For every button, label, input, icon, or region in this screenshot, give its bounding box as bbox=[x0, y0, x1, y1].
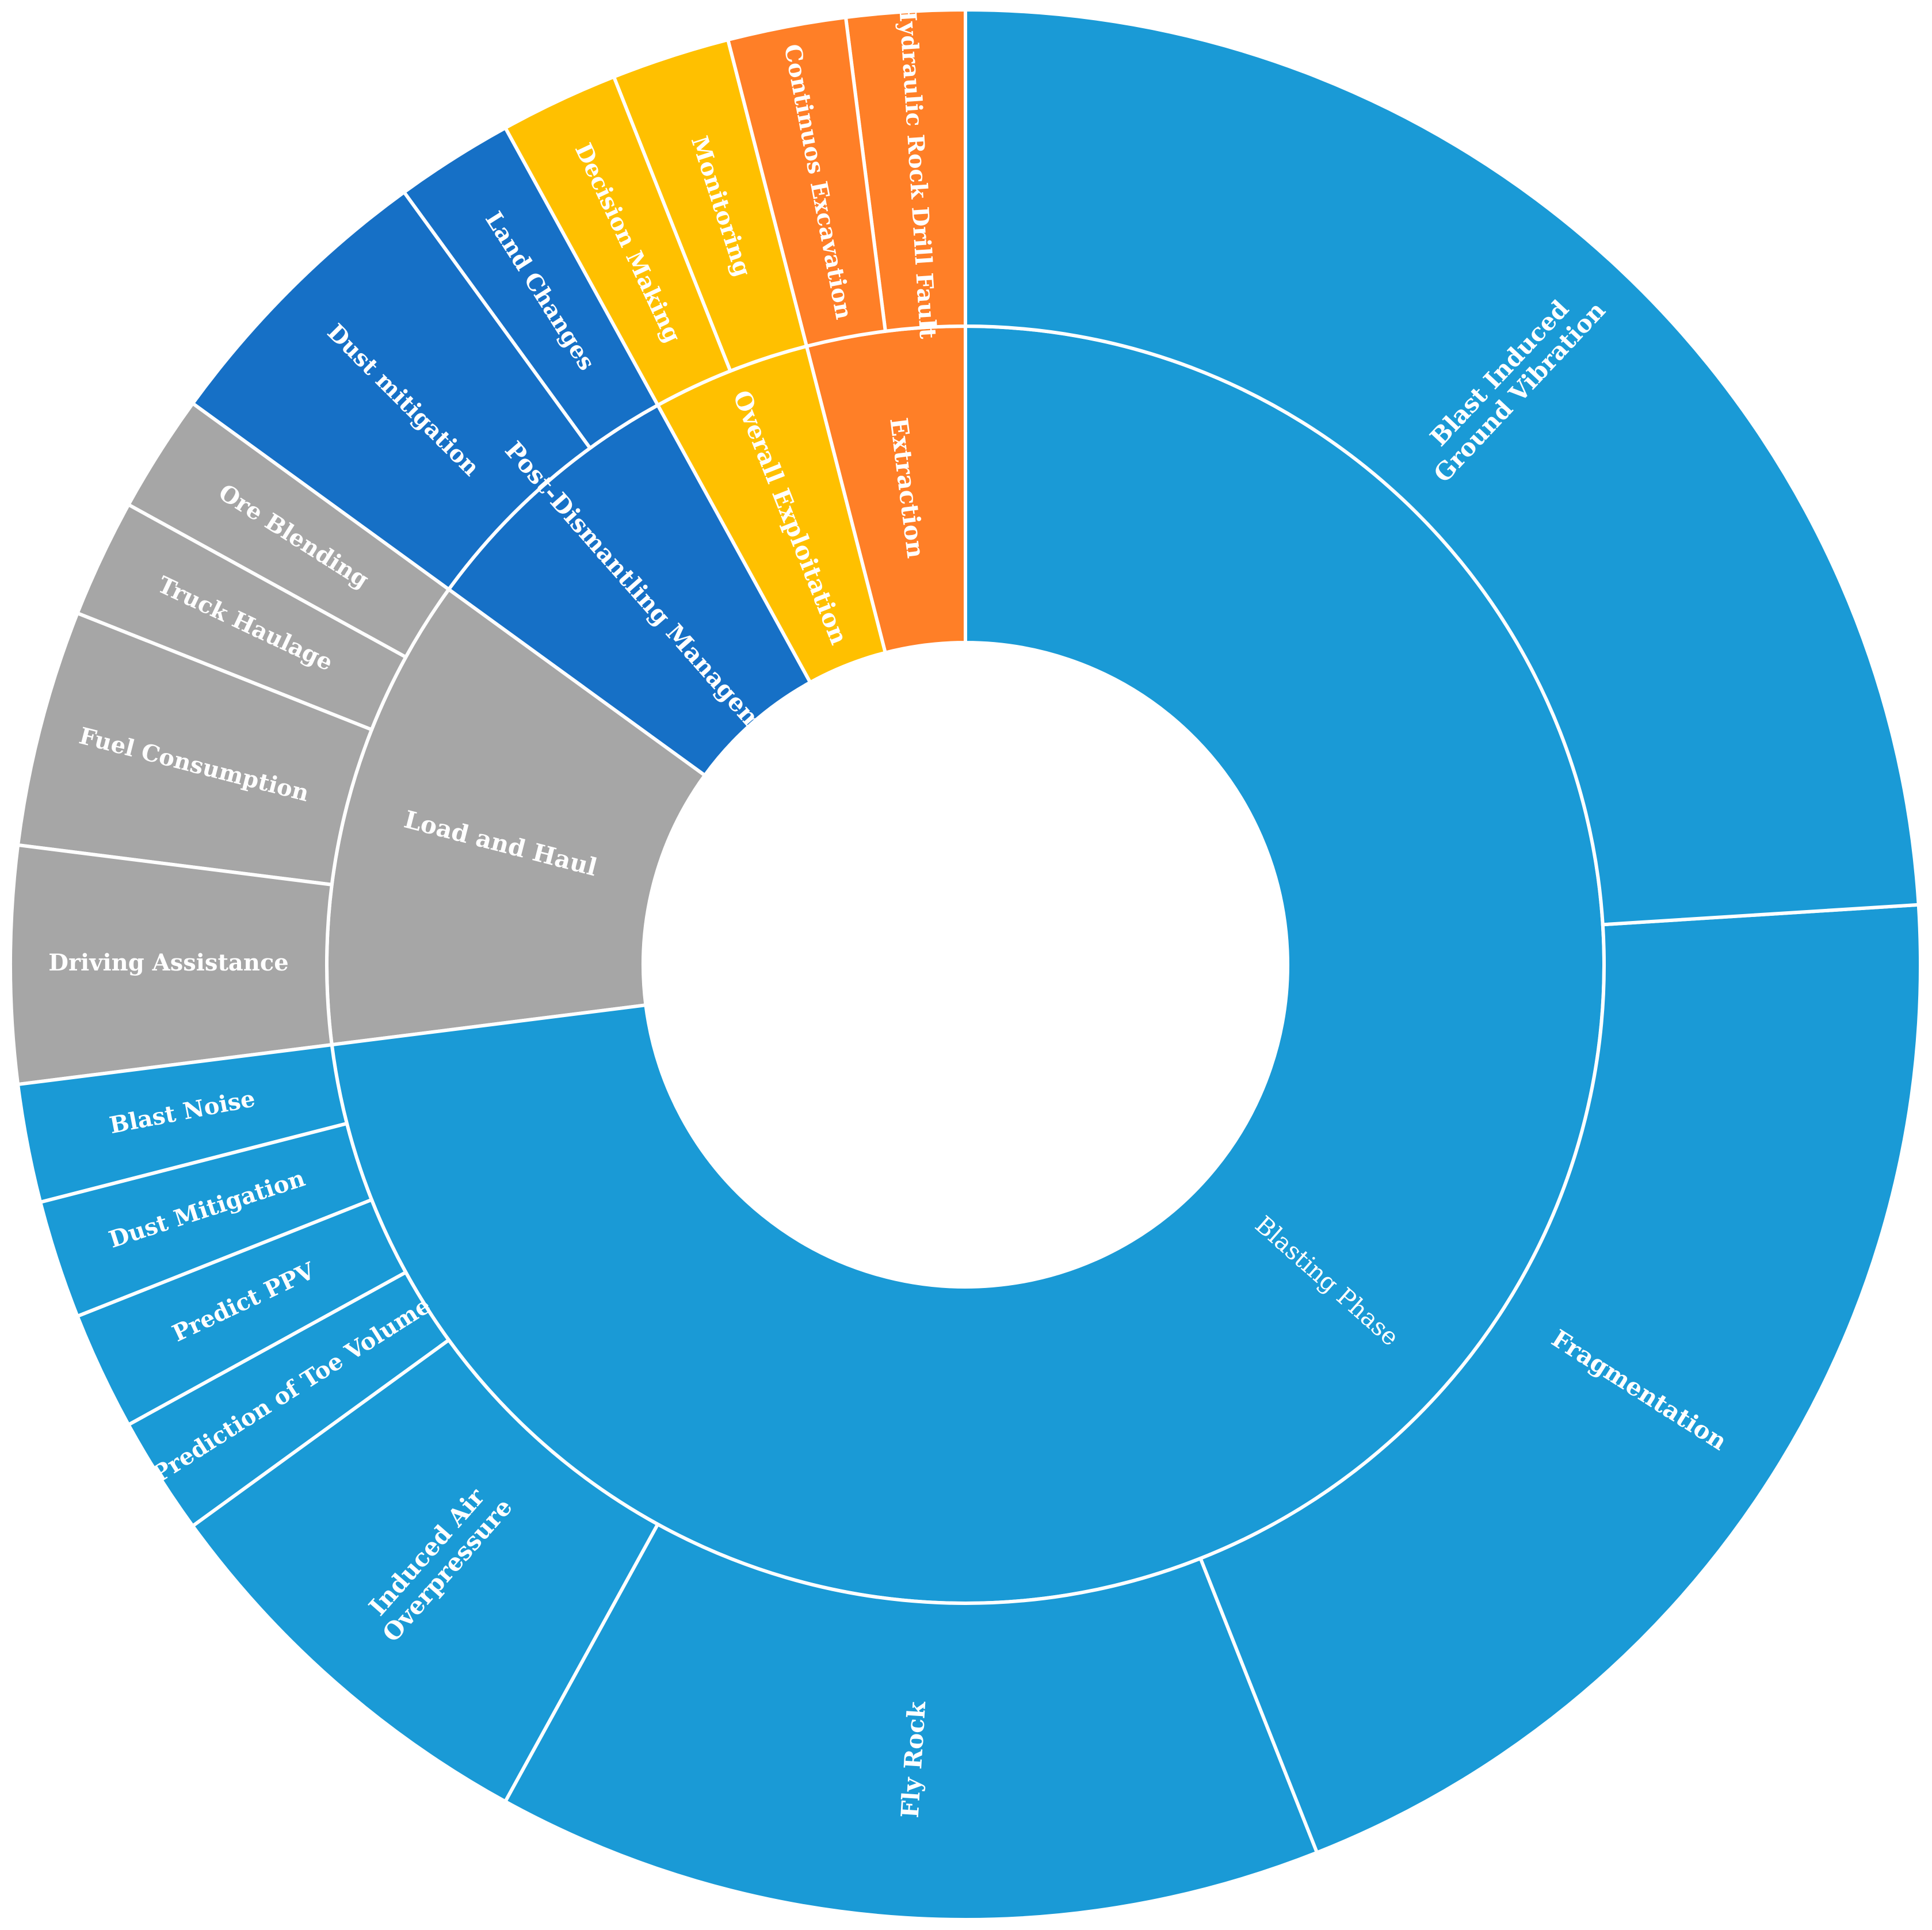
outer-label-driving-assistance: Driving Assistance bbox=[48, 949, 288, 976]
outer-ring bbox=[9, 7, 1922, 1921]
outer-segment-fly-rock[interactable] bbox=[503, 1522, 1319, 1921]
center-hole bbox=[645, 644, 1286, 1285]
outer-segment-fragmentation[interactable] bbox=[1198, 903, 1922, 1855]
outer-segment-blast-induced-ground-vibration[interactable] bbox=[964, 7, 1920, 927]
